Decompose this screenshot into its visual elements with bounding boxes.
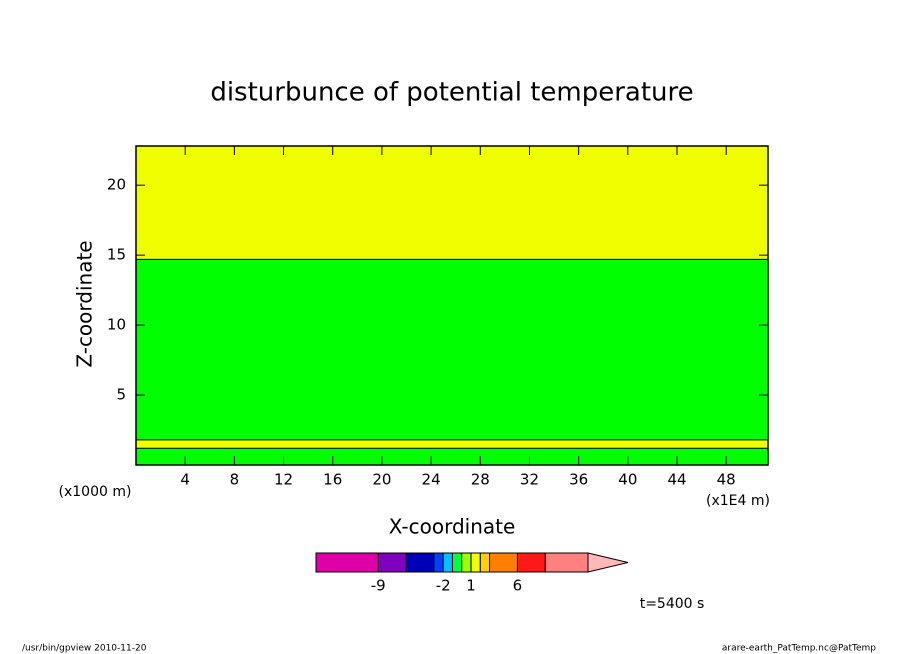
colorbar-segment: [405, 552, 435, 573]
y-axis-label: Z-coordinate: [73, 240, 97, 367]
footer-right: arare-earth_PatTemp.nc@PatTemp: [722, 644, 876, 654]
colorbar-segment: [442, 552, 453, 573]
colorbar-extension: [587, 552, 629, 573]
y-tick-label: 15: [107, 246, 126, 264]
colorbar-segment: [470, 552, 481, 573]
x-tick-label: 48: [717, 471, 736, 489]
x-axis-label: X-coordinate: [389, 515, 516, 539]
x-tick-label: 44: [667, 471, 686, 489]
x-tick-label: 20: [372, 471, 391, 489]
colorbar-segment: [377, 552, 407, 573]
x-tick-label: 16: [323, 471, 342, 489]
x-tick-label: 4: [180, 471, 190, 489]
colorbar-segment: [315, 552, 379, 573]
colorbar-tick-label: -9: [371, 577, 386, 595]
x-tick-label: 28: [471, 471, 490, 489]
colorbar-segment: [516, 552, 546, 573]
colorbar-segment: [433, 552, 444, 573]
x-tick-label: 8: [230, 471, 240, 489]
plot-frame: [135, 145, 769, 466]
colorbar-segment: [451, 552, 463, 573]
colorbar-segment: [544, 552, 589, 573]
time-annotation: t=5400 s: [640, 596, 705, 612]
x-tick-label: 40: [618, 471, 637, 489]
colorbar-tick-label: 1: [466, 577, 476, 595]
contour-band: [136, 448, 768, 465]
contour-band: [136, 259, 768, 440]
contour-band: [136, 146, 768, 260]
y-unit: (x1000 m): [59, 484, 132, 500]
contour-band: [136, 439, 768, 449]
x-tick-label: 32: [520, 471, 539, 489]
x-tick-label: 36: [569, 471, 588, 489]
y-tick-label: 20: [107, 176, 126, 194]
colorbar-tick-label: 6: [513, 577, 523, 595]
chart-title: disturbunce of potential temperature: [210, 78, 693, 108]
colorbar-segment: [489, 552, 518, 573]
colorbar-segment: [461, 552, 472, 573]
y-tick-label: 10: [107, 316, 126, 334]
y-tick-label: 5: [116, 386, 126, 404]
footer-left: /usr/bin/gpview 2010-11-20: [22, 644, 147, 654]
colorbar-tick-label: -2: [436, 577, 451, 595]
x-unit: (x1E4 m): [706, 493, 770, 509]
x-tick-label: 12: [274, 471, 293, 489]
colorbar-segment: [479, 552, 491, 573]
x-tick-label: 24: [422, 471, 441, 489]
